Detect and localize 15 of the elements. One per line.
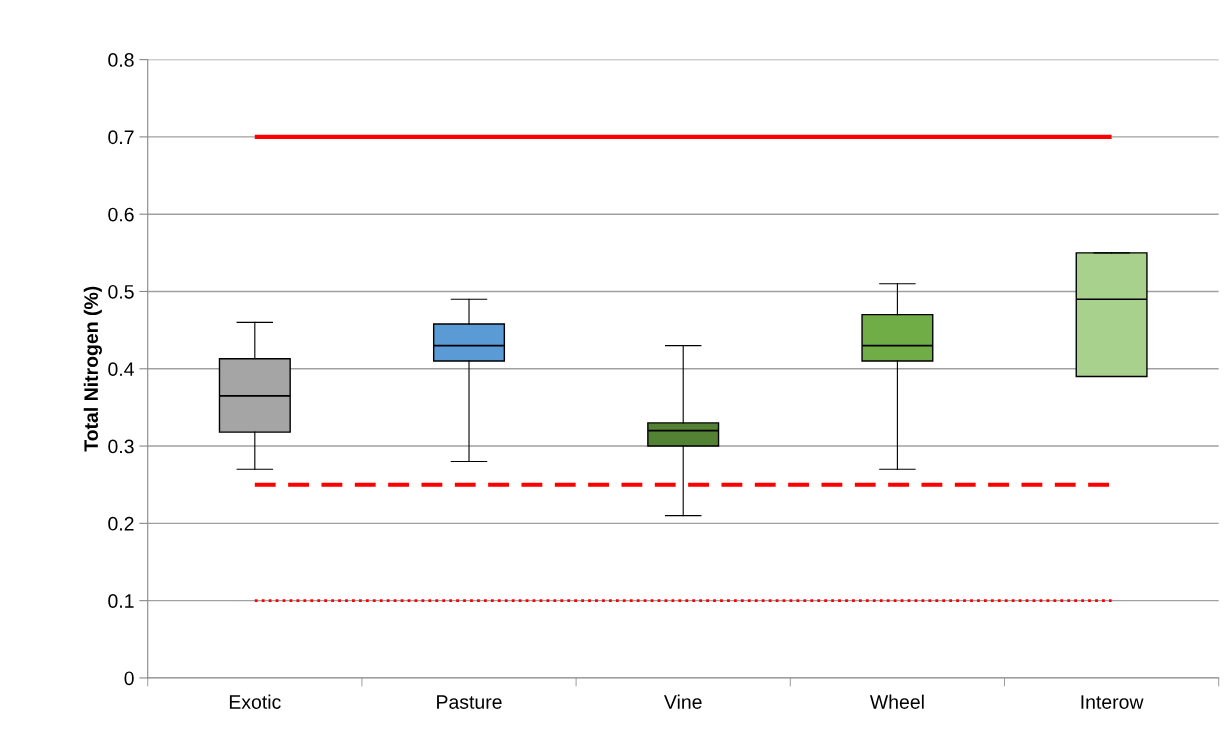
- x-tick-label: Vine: [664, 694, 702, 709]
- x-tick-label: Wheel: [869, 694, 924, 709]
- y-axis-title: Total Nitrogen (%): [83, 286, 102, 452]
- x-tick-label: Pasture: [437, 695, 502, 709]
- y-tick-label: 0.2: [108, 516, 134, 531]
- y-tick-label: 0: [124, 671, 134, 686]
- y-tick-label: 0.7: [108, 130, 134, 145]
- y-tick-label: 0.3: [108, 439, 134, 454]
- y-tick-label: 0.1: [108, 594, 134, 608]
- x-tick-label: Interow: [1081, 695, 1144, 709]
- y-tick-label: 0.8: [108, 53, 134, 67]
- y-tick-label: 0.5: [108, 284, 134, 299]
- y-tick-label: 0.4: [108, 362, 134, 377]
- x-tick-label: Exotic: [229, 694, 281, 709]
- y-tick-label: 0.6: [108, 207, 134, 222]
